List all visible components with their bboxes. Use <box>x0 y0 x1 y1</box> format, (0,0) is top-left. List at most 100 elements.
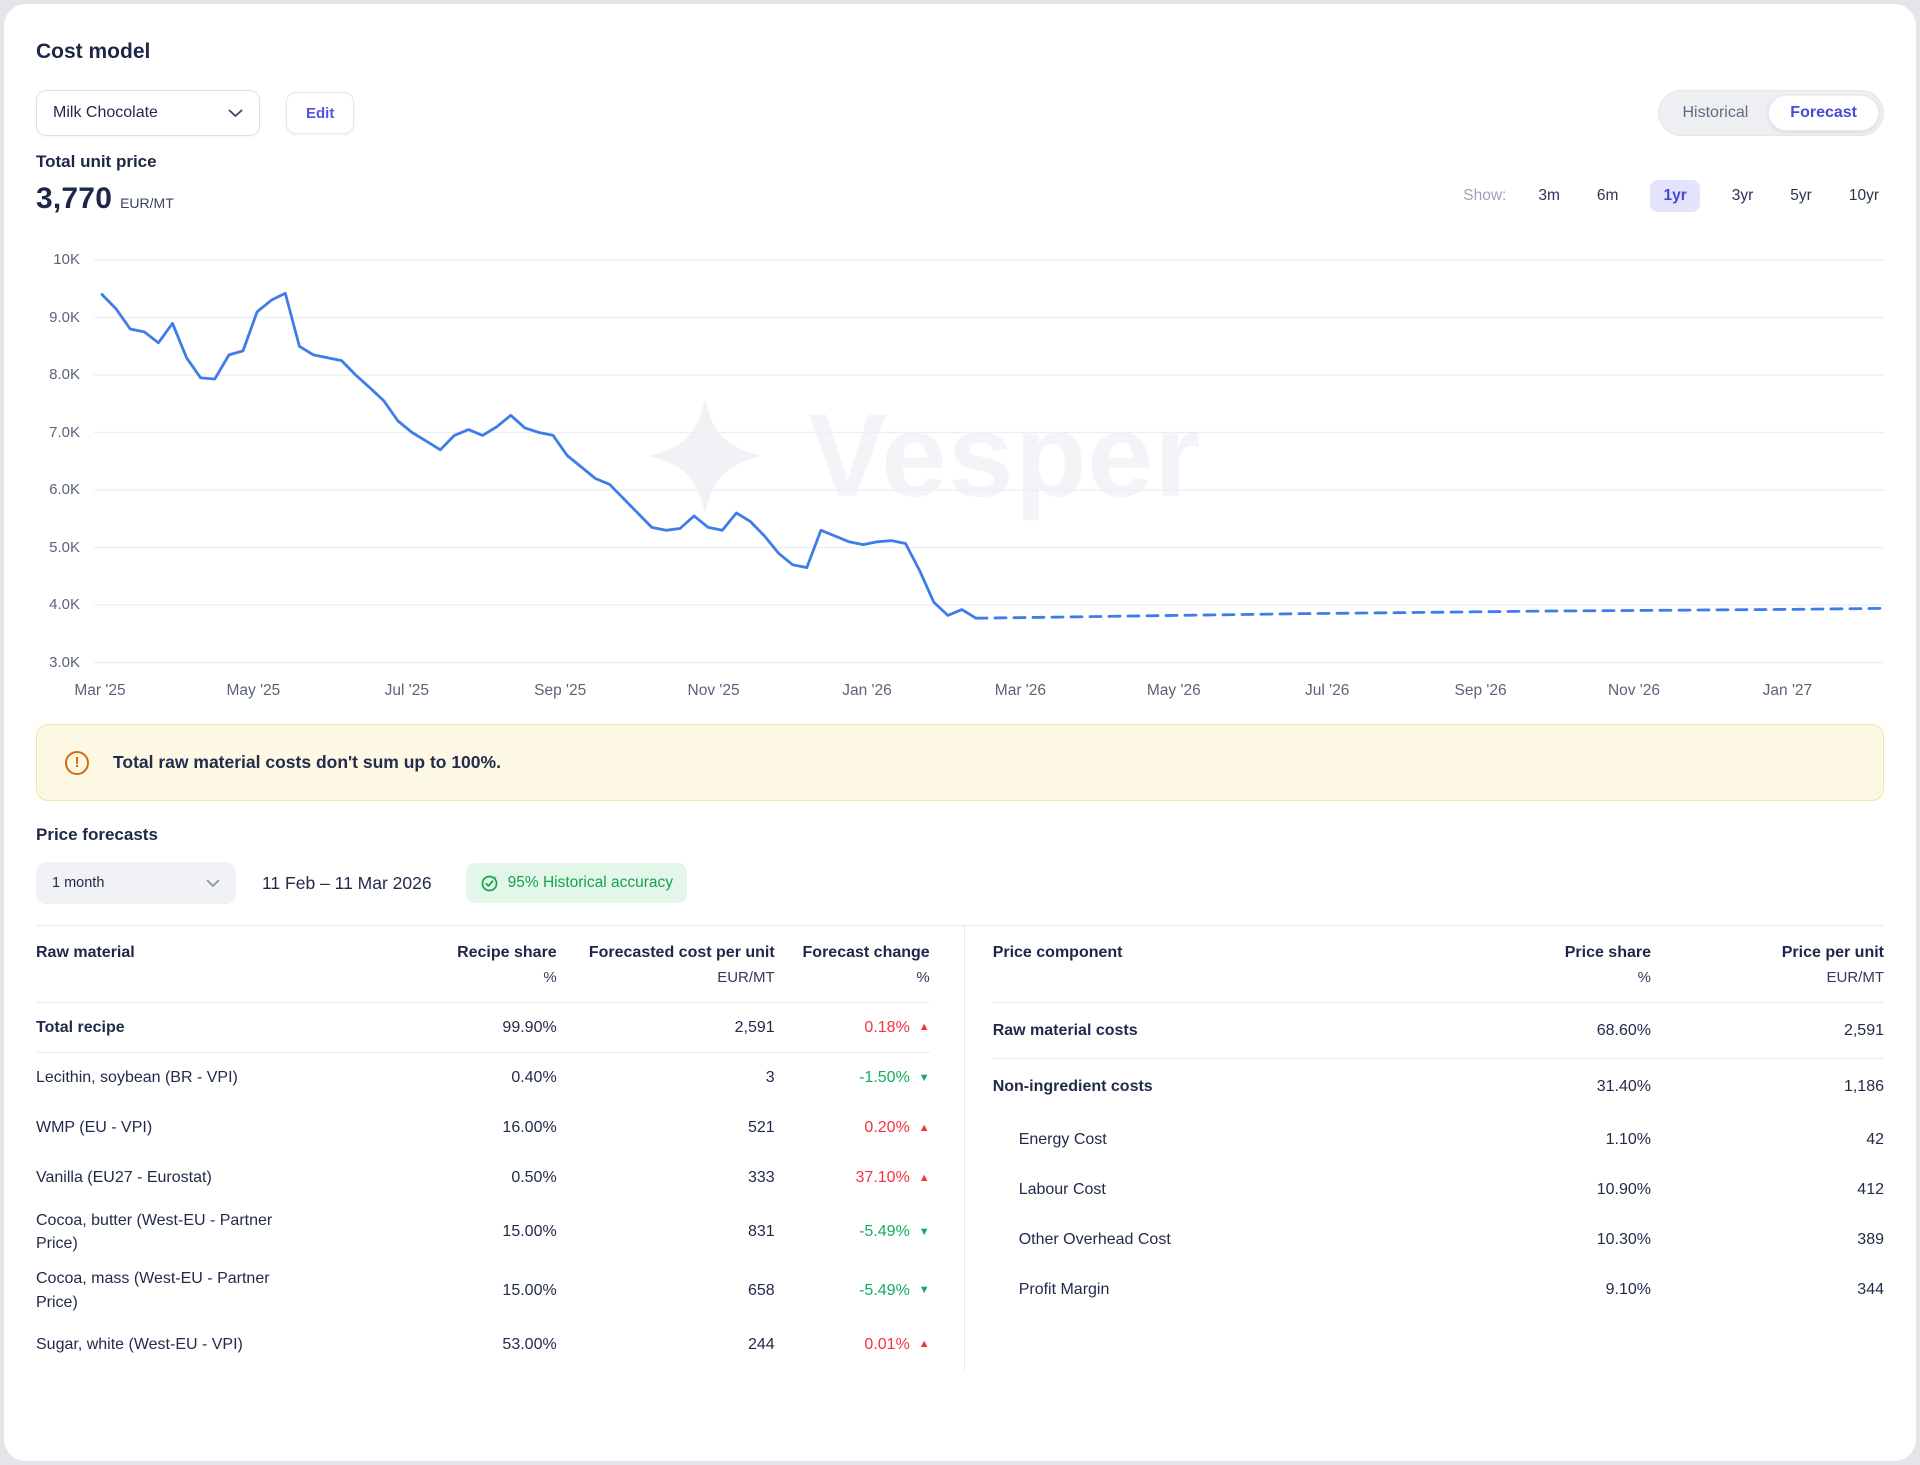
change-percent: 37.10% <box>855 1169 910 1186</box>
forecasted-cost-value: 831 <box>747 1223 775 1241</box>
toggle-forecast[interactable]: Forecast <box>1768 95 1879 131</box>
horizon-select[interactable]: 1 month <box>36 862 236 904</box>
price-component-name: Profit Margin <box>1018 1281 1110 1299</box>
forecast-change-value: -5.49% ▼ <box>775 1282 930 1300</box>
forecast-change-value: 37.10% ▲ <box>775 1169 930 1187</box>
col-price-per-unit: Price per unit EUR/MT <box>1781 944 1884 986</box>
arrow-down-icon: ▼ <box>918 1284 930 1297</box>
x-tick-3: Sep '25 <box>534 682 587 699</box>
change-percent: -5.49% <box>859 1223 910 1241</box>
price-component-table-header: Price component Price share% Price per u… <box>992 926 1884 1003</box>
price-chart[interactable]: Vesper 10K 9.0K 8.0K 7.0K 6.0K 5.0K 4.0K 3.0K M… <box>36 220 1884 716</box>
price-component-name: Other Overhead Cost <box>1018 1231 1171 1249</box>
x-tick-4: Nov '25 <box>687 682 740 699</box>
tables-section: Raw material Recipe share% Forecasted co… <box>36 925 1884 1370</box>
y-tick-5.0K: 5.0K <box>49 538 80 556</box>
recipe-share-value: 0.40% <box>511 1069 557 1086</box>
price-per-unit-value: 42 <box>1866 1131 1884 1148</box>
change-percent: 0.01% <box>864 1335 910 1353</box>
warning-banner: ! Total raw material costs don't sum up … <box>36 724 1884 801</box>
summary-row: Total unit price 3,770 EUR/MT Show: 3m 6m… <box>36 152 1884 216</box>
range-selector-label: Show: <box>1463 187 1507 204</box>
forecast-change-value: 0.18% ▲ <box>775 1019 929 1037</box>
x-tick-2: Jul '25 <box>384 682 429 699</box>
arrow-up-icon: ▲ <box>918 1121 930 1134</box>
horizon-select-value: 1 month <box>52 875 105 891</box>
forecast-change-value: 0.20% ▲ <box>775 1119 930 1137</box>
range-option-1yr[interactable]: 1yr <box>1650 180 1700 212</box>
change-percent: -1.50% <box>859 1069 910 1086</box>
recipe-share-value: 99.90% <box>502 1018 557 1036</box>
forecasted-cost-value: 2,591 <box>734 1018 775 1036</box>
price-per-unit-value: 1,186 <box>1843 1078 1884 1095</box>
range-option-10yr[interactable]: 10yr <box>1848 187 1879 204</box>
raw-material-name: Vanilla (EU27 - Eurostat) <box>36 1169 212 1187</box>
arrow-down-icon: ▼ <box>918 1071 930 1084</box>
raw-material-name: Lecithin, soybean (BR - VPI) <box>36 1069 238 1087</box>
table-row: Sugar, white (West-EU - VPI) 53.00% 244 0.0… <box>36 1320 930 1370</box>
table-row: Cocoa, mass (West-EU - Partner Price) 15.… <box>36 1261 930 1319</box>
range-option-3m[interactable]: 3m <box>1538 187 1560 204</box>
col-forecasted-cost: Forecasted cost per unit EUR/MT <box>588 944 775 986</box>
accuracy-check-icon <box>481 875 497 891</box>
price-share-value: 10.30% <box>1596 1231 1651 1248</box>
range-options: 3m 6m 1yr 3yr 5yr 10yr <box>1533 180 1884 212</box>
arrow-up-icon: ▲ <box>918 1171 930 1184</box>
table-row: Vanilla (EU27 - Eurostat) 0.50% 333 37.10% ▲ <box>36 1153 930 1203</box>
forecasted-cost-value: 244 <box>747 1335 775 1353</box>
change-percent: 0.20% <box>864 1119 910 1136</box>
chevron-down-icon <box>206 879 220 887</box>
forecast-change-value: -1.50% ▼ <box>775 1069 930 1087</box>
y-tick-4.0K: 4.0K <box>49 596 80 613</box>
raw-material-name: Sugar, white (West-EU - VPI) <box>36 1336 243 1354</box>
chevron-down-icon <box>228 109 243 117</box>
price-share-value: 31.40% <box>1596 1078 1651 1095</box>
y-tick-3.0K: 3.0K <box>49 653 80 671</box>
x-tick-6: Mar '26 <box>994 682 1046 699</box>
accuracy-badge: 95% Historical accuracy <box>465 863 688 903</box>
cost-model-card: Cost model Milk Chocolate Edit Historica… <box>4 4 1916 1461</box>
raw-material-name: Cocoa, mass (West-EU - Partner Price) <box>36 1270 270 1311</box>
forecast-change-value: -5.49% ▼ <box>775 1223 930 1241</box>
x-tick-10: Nov '26 <box>1607 682 1661 699</box>
range-selector: Show: 3m 6m 1yr 3yr 5yr 10yr <box>1463 180 1884 216</box>
y-tick-7.0K: 7.0K <box>49 423 80 441</box>
x-tick-11: Jan '27 <box>1762 682 1813 699</box>
price-chart-svg <box>94 259 1884 664</box>
raw-material-rows: Total recipe 99.90% 2,591 0.18% ▲ Lecithin, s… <box>36 1003 930 1370</box>
warning-text: Total raw material costs don't sum up to… <box>113 752 501 772</box>
col-forecast-change: Forecast change% <box>802 944 930 986</box>
price-per-unit-value: 2,591 <box>1843 1021 1884 1039</box>
forecast-change-value: 0.01% ▲ <box>775 1335 929 1354</box>
forecast-date-range: 11 Feb – 11 Mar 2026 <box>262 872 432 893</box>
table-row: Other Overhead Cost 10.30% 389 <box>993 1215 1884 1265</box>
price-component-table: Price component Price share% Price per u… <box>963 926 1884 1370</box>
range-option-6m[interactable]: 6m <box>1596 187 1619 204</box>
accuracy-badge-text: 95% Historical accuracy <box>507 874 674 891</box>
range-option-5yr[interactable]: 5yr <box>1790 187 1812 204</box>
raw-material-table: Raw material Recipe share% Forecasted co… <box>36 926 964 1370</box>
x-tick-8: Jul '26 <box>1305 682 1350 699</box>
table-row: Raw material costs 68.60% 2,591 <box>992 1003 1884 1059</box>
col-raw-material: Raw material <box>36 944 135 961</box>
y-tick-8.0K: 8.0K <box>49 366 80 383</box>
price-share-value: 9.10% <box>1605 1281 1651 1298</box>
price-share-value: 68.60% <box>1596 1021 1651 1039</box>
x-tick-0: Mar '25 <box>74 682 126 699</box>
recipe-share-value: 15.00% <box>502 1223 557 1241</box>
chart-gridlines <box>94 259 1884 664</box>
historical-price-line <box>100 291 978 620</box>
arrow-down-icon: ▼ <box>918 1225 930 1238</box>
table-row: Labour Cost 10.90% 412 <box>993 1165 1884 1215</box>
price-per-unit-value: 344 <box>1857 1281 1884 1298</box>
price-component-name: Labour Cost <box>1018 1181 1106 1199</box>
x-tick-9: Sep '26 <box>1454 682 1507 699</box>
price-component-name: Non-ingredient costs <box>992 1078 1153 1096</box>
edit-button[interactable]: Edit <box>286 92 355 134</box>
range-option-3yr[interactable]: 3yr <box>1731 187 1754 204</box>
col-price-share: Price share% <box>1564 944 1651 986</box>
model-select[interactable]: Milk Chocolate <box>36 90 260 136</box>
table-row: Cocoa, butter (West-EU - Partner Price) 1… <box>36 1203 930 1261</box>
toggle-historical[interactable]: Historical <box>1682 104 1749 121</box>
recipe-share-value: 15.00% <box>502 1281 557 1299</box>
